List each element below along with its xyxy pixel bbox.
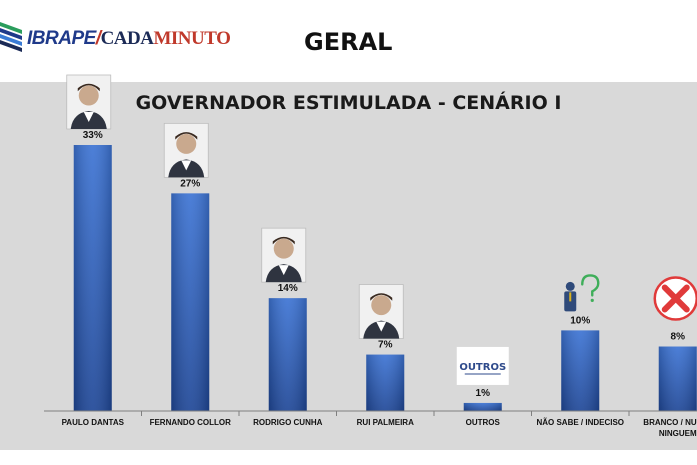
category-label: OUTROS	[466, 418, 501, 427]
bar-shading	[561, 330, 600, 411]
data-label: 33%	[83, 130, 103, 141]
category-label: FERNANDO COLLOR	[150, 418, 232, 427]
category-label: BRANCO / NULO /	[643, 418, 697, 427]
chart-title: GOVERNADOR ESTIMULADA - CENÁRIO I	[135, 92, 562, 114]
category-label: PAULO DANTAS	[62, 418, 125, 427]
bar-shading	[73, 145, 112, 411]
logo: IBRAPE/CADAMINUTO	[27, 28, 231, 50]
data-label: 10%	[570, 315, 590, 326]
data-label: 1%	[476, 388, 491, 399]
person-photo-icon	[261, 227, 307, 283]
bar-shading	[658, 346, 697, 411]
footer	[0, 450, 697, 465]
page-title: GERAL	[304, 28, 393, 56]
data-label: 7%	[378, 340, 393, 351]
person-photo-icon	[66, 74, 112, 130]
data-label: 27%	[180, 178, 200, 189]
header: IBRAPE/CADAMINUTO GERAL	[0, 0, 697, 82]
person-photo-icon	[358, 284, 404, 339]
bar-shading	[366, 354, 405, 411]
logo-primary: IBRAPE	[27, 28, 96, 49]
undecided-person-icon	[564, 274, 600, 312]
data-label: 8%	[671, 332, 686, 343]
outros-badge-icon: OUTROS	[456, 346, 509, 385]
bar-shading	[463, 402, 502, 411]
person-photo-icon	[163, 122, 209, 178]
data-label: 14%	[278, 283, 298, 294]
bar-shading	[268, 298, 307, 411]
red-x-icon	[653, 276, 697, 321]
logo-secondary-a: CADA	[100, 28, 154, 49]
logo-secondary-b: MINUTO	[153, 28, 231, 49]
category-label: RUI PALMEIRA	[357, 418, 414, 427]
logo-separator: /	[95, 28, 101, 49]
bar-shading	[171, 193, 210, 411]
outros-badge-label: OUTROS	[459, 362, 506, 373]
category-label: NINGUEM	[659, 429, 697, 438]
category-label: RODRIGO CUNHA	[253, 418, 323, 427]
category-label: NÃO SABE / INDECISO	[536, 418, 624, 427]
logo-books-icon	[0, 22, 22, 52]
